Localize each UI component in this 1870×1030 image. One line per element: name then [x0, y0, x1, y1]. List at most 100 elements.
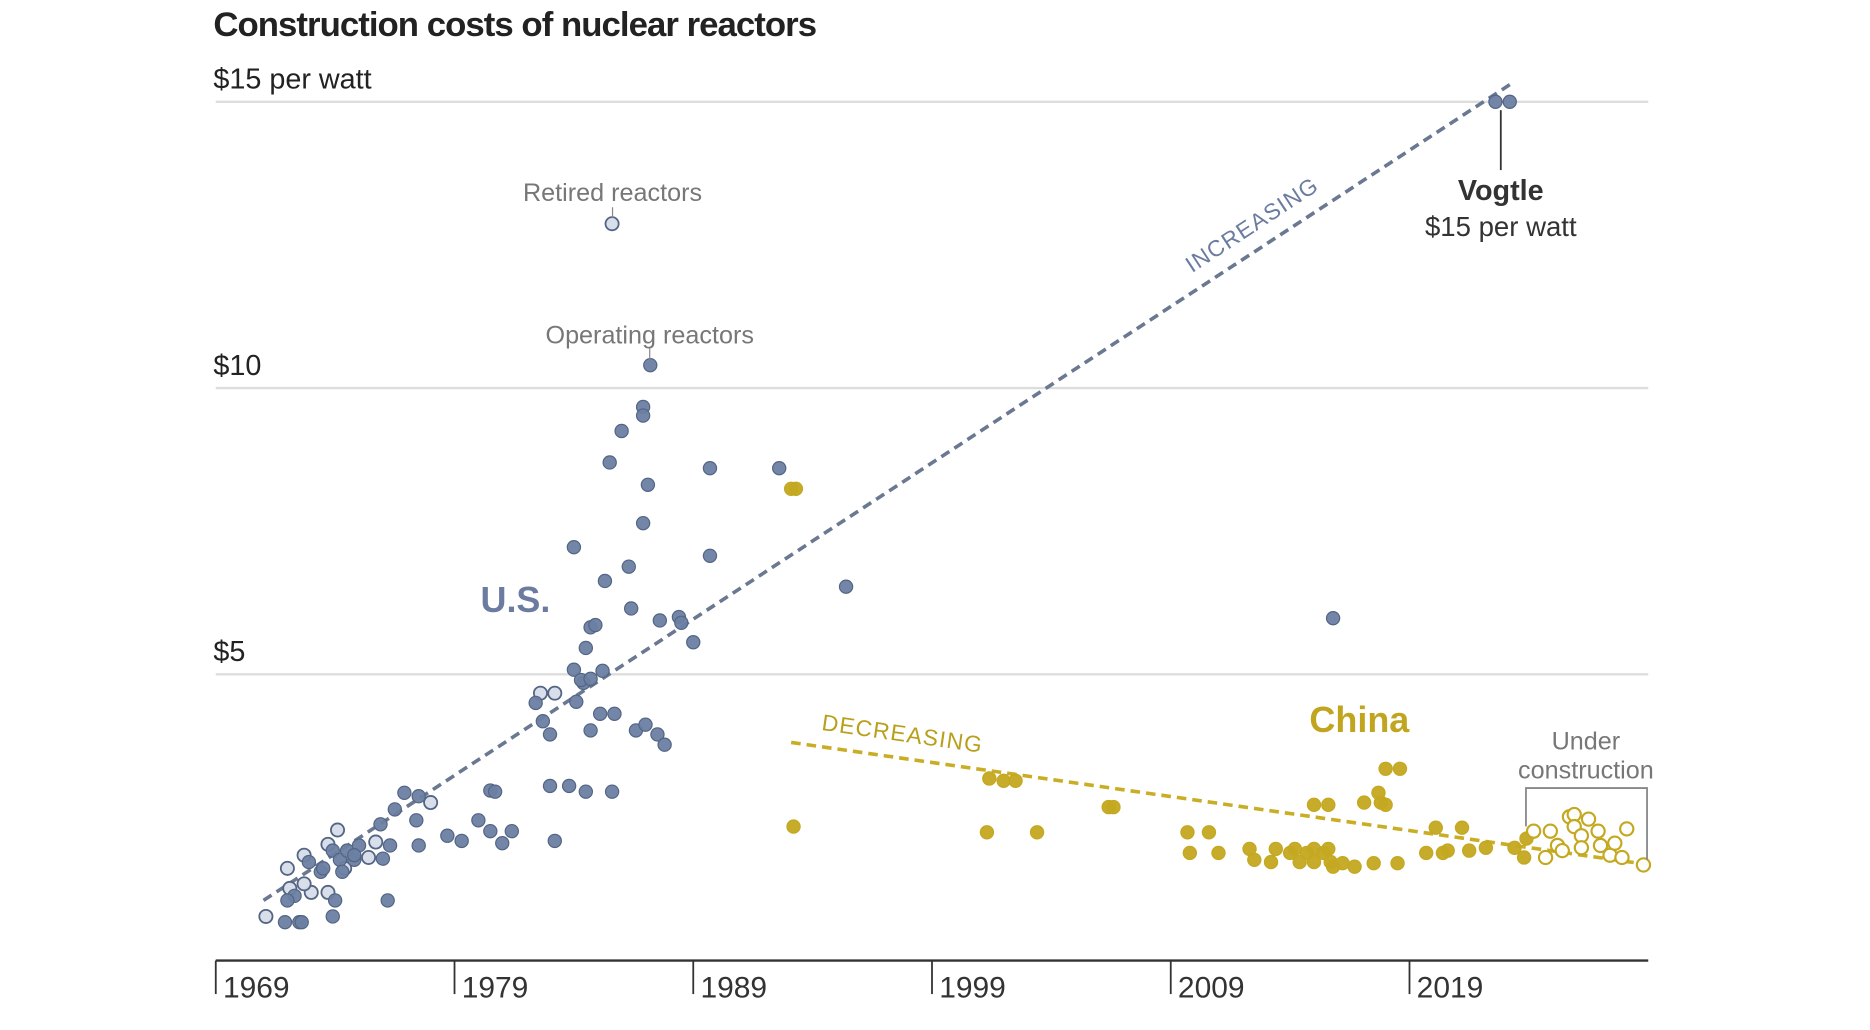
- china-reactor-point: [786, 819, 801, 834]
- retired-reactors-label: Retired reactors: [523, 179, 702, 207]
- data-points: [258, 94, 1652, 930]
- us-reactor-point: [566, 540, 582, 555]
- us-reactor-point: [542, 727, 558, 742]
- retired-reactor-point: [361, 850, 377, 865]
- china-open-reactor-point: [1614, 849, 1630, 866]
- us-reactor-point: [583, 671, 598, 687]
- us-reactor-point: [1502, 94, 1517, 109]
- china-reactor-point: [1263, 854, 1279, 870]
- us-reactor-point: [561, 778, 577, 794]
- us-reactor-point: [638, 717, 653, 732]
- us-reactor-point: [375, 851, 391, 866]
- china-reactor-point: [1428, 820, 1443, 835]
- us-reactor-point: [578, 784, 594, 799]
- vogtle-cost-label: $15 per watt: [1425, 211, 1577, 242]
- china-open-reactor-point: [1537, 849, 1554, 866]
- us-reactor-point: [542, 778, 558, 794]
- china-reactor-point: [979, 825, 995, 840]
- us-reactor-point: [327, 893, 343, 908]
- china-reactor-point: [1461, 843, 1477, 858]
- china-reactor-point: [1287, 841, 1303, 857]
- us-reactor-point: [635, 515, 651, 531]
- retired-reactor-point: [423, 795, 439, 811]
- us-reactor-point: [597, 573, 613, 589]
- china-reactor-point: [1201, 825, 1217, 840]
- us-reactor-point: [604, 784, 620, 799]
- china-open-reactor-point: [1573, 840, 1590, 856]
- us-reactor-point: [772, 461, 787, 476]
- us-reactor-point: [686, 635, 701, 650]
- x-tick-label: 2019: [1417, 972, 1484, 1005]
- china-reactor-point: [1211, 845, 1226, 861]
- us-reactor-point: [294, 914, 309, 930]
- us-reactor-point: [702, 461, 718, 476]
- china-reactor-point: [1454, 820, 1470, 835]
- china-reactor-point: [1516, 850, 1532, 865]
- us-reactor-point: [607, 706, 622, 721]
- china-reactor-point: [1390, 856, 1405, 871]
- china-label: China: [1309, 699, 1410, 740]
- us-reactor-point: [411, 789, 426, 804]
- china-reactor-point: [1440, 843, 1455, 858]
- x-tick-label: 1999: [939, 972, 1006, 1005]
- china-reactor-point: [1106, 799, 1121, 815]
- x-tick-label: 2009: [1178, 972, 1245, 1005]
- us-reactor-point: [495, 835, 510, 851]
- us-reactor-point: [1325, 611, 1341, 626]
- us-reactor-point: [547, 833, 562, 849]
- us-reactor-point: [652, 613, 668, 628]
- us-reactor-point: [621, 559, 636, 574]
- us-reactor-point: [602, 455, 617, 470]
- us-reactor-point: [583, 723, 598, 738]
- china-reactor-point: [1182, 845, 1198, 861]
- china-open-reactor-point: [1607, 835, 1623, 851]
- us-reactor-point: [335, 864, 350, 879]
- china-reactor-point: [1247, 852, 1262, 867]
- china-reactor-point: [1306, 854, 1322, 870]
- china-open-reactor-point: [1554, 842, 1570, 859]
- increasing-label: INCREASING: [1181, 171, 1324, 277]
- us-reactor-point: [535, 714, 551, 729]
- china-reactor-point: [1180, 825, 1195, 840]
- us-reactor-point: [566, 662, 582, 677]
- china-reactor-point: [1507, 840, 1522, 855]
- us-reactor-point: [657, 737, 672, 752]
- china-reactor-point: [982, 771, 997, 786]
- china-reactor-point: [1008, 773, 1023, 788]
- y-tick-label: $10: [213, 350, 261, 382]
- retired-reactor-point: [547, 685, 563, 701]
- us-reactor-point: [471, 813, 486, 828]
- us-reactor-point: [280, 893, 295, 908]
- us-reactor-point: [316, 861, 331, 876]
- x-tick-label: 1979: [462, 972, 529, 1005]
- china-open-reactor-point: [1590, 823, 1606, 839]
- china-reactor-point: [1321, 841, 1336, 857]
- chart-title: Construction costs of nuclear reactors: [213, 6, 816, 44]
- us-reactor-point: [592, 706, 608, 721]
- retired-reactor-point: [279, 860, 295, 876]
- china-reactor-point: [1306, 797, 1322, 813]
- china-trend-line: [790, 740, 1651, 867]
- x-tick-label: 1989: [700, 972, 767, 1005]
- us-reactor-point: [674, 615, 689, 630]
- china-reactor-point: [1478, 840, 1494, 855]
- us-reactor-point: [614, 423, 629, 439]
- us-reactor-point: [650, 727, 665, 742]
- china-reactor-point: [1378, 797, 1393, 813]
- china-open-reactor-point: [1542, 823, 1559, 839]
- us-reactor-point: [409, 813, 424, 828]
- china-reactor-point: [1347, 859, 1362, 874]
- x-axis: 1969 1979 1989 1999 2009 2019: [214, 959, 1649, 1005]
- us-reactor-point: [380, 893, 395, 908]
- us-reactor-point: [487, 784, 503, 799]
- us-reactor-point: [1488, 94, 1503, 109]
- china-open-reactor-point: [1525, 823, 1542, 839]
- us-reactor-point: [440, 828, 455, 843]
- us-reactor-point: [588, 617, 603, 633]
- china-open-reactor-point: [1619, 821, 1635, 837]
- us-reactor-point: [373, 817, 388, 832]
- us-trend-line: [262, 83, 1511, 902]
- china-open-reactor-point: [1580, 811, 1597, 827]
- vogtle-label: Vogtle: [1458, 175, 1544, 207]
